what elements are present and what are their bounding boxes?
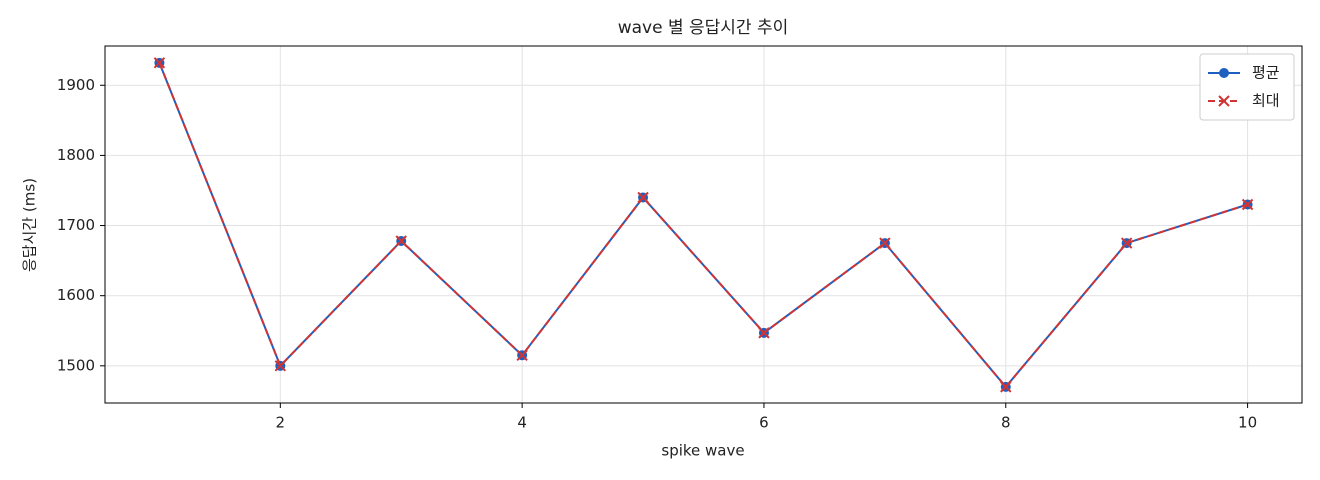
plot-frame bbox=[104, 45, 1303, 404]
marker-stroke bbox=[395, 235, 407, 247]
marker bbox=[1120, 237, 1133, 249]
x-tick-label: 8 bbox=[1001, 414, 1011, 432]
y-tick-label: 1800 bbox=[57, 146, 95, 164]
marker-stroke bbox=[637, 191, 649, 204]
legend-label: 평균 bbox=[1252, 64, 1280, 82]
y-axis-label: 응답시간 (ms) bbox=[21, 178, 39, 272]
series-line bbox=[158, 62, 1248, 389]
marker-stroke bbox=[879, 237, 891, 249]
legend-box bbox=[1199, 53, 1295, 121]
marker bbox=[516, 349, 528, 362]
marker bbox=[274, 360, 287, 372]
marker bbox=[153, 57, 166, 69]
chart-title: wave 별 응답시간 추이 bbox=[618, 18, 789, 38]
marker-stroke bbox=[274, 360, 287, 372]
marker-stroke bbox=[153, 57, 166, 69]
legend-label: 최대 bbox=[1252, 92, 1280, 110]
marker-stroke bbox=[758, 327, 770, 339]
x-axis-label: spike wave bbox=[661, 442, 744, 460]
series-line bbox=[158, 62, 1248, 389]
marker bbox=[879, 237, 891, 249]
marker bbox=[1241, 198, 1254, 211]
x-tick-label: 4 bbox=[517, 414, 527, 432]
marker bbox=[758, 327, 770, 339]
marker-stroke bbox=[1218, 95, 1230, 107]
marker-stroke bbox=[1241, 198, 1254, 211]
y-tick-label: 1700 bbox=[57, 216, 95, 234]
marker bbox=[1219, 68, 1229, 78]
y-tick-label: 1600 bbox=[57, 286, 95, 304]
y-tick-label: 1900 bbox=[57, 76, 95, 94]
x-tick-label: 2 bbox=[276, 414, 286, 432]
marker-stroke bbox=[1120, 237, 1133, 249]
x-tick-label: 6 bbox=[759, 414, 769, 432]
x-tick-label: 10 bbox=[1238, 414, 1257, 432]
y-tick-label: 1500 bbox=[57, 356, 95, 374]
marker bbox=[637, 191, 649, 204]
marker-stroke bbox=[1000, 381, 1012, 393]
marker bbox=[395, 235, 407, 247]
marker-stroke bbox=[516, 349, 528, 362]
marker bbox=[1000, 381, 1012, 393]
marker bbox=[1218, 95, 1230, 107]
